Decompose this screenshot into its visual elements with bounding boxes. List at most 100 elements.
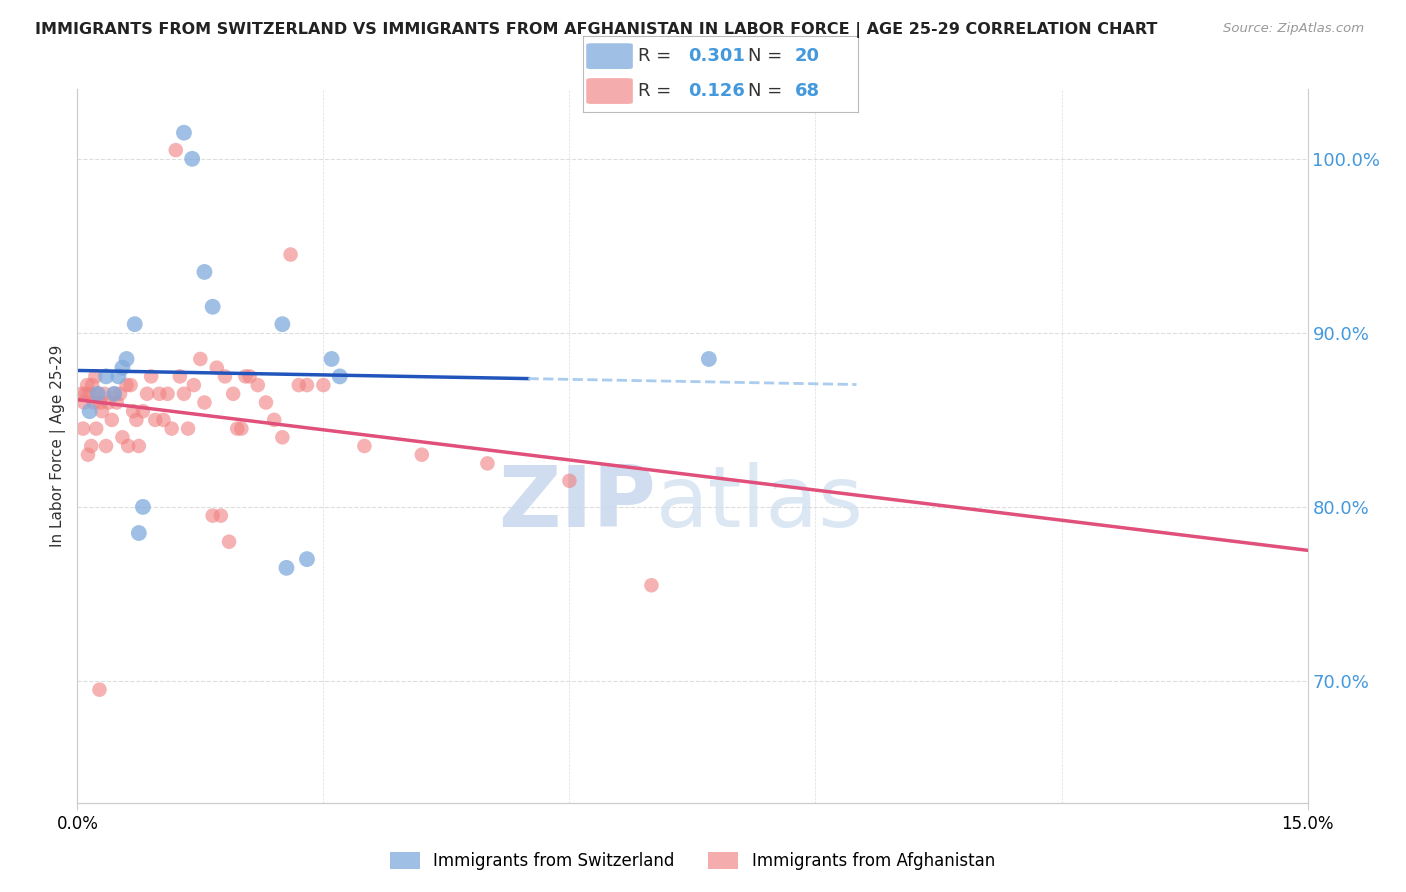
Point bbox=[160, 421, 183, 435]
Point bbox=[87, 386, 110, 401]
Point bbox=[107, 369, 129, 384]
Point bbox=[89, 682, 111, 697]
Point bbox=[271, 317, 294, 331]
Point bbox=[76, 378, 98, 392]
Point bbox=[218, 534, 240, 549]
Point bbox=[128, 439, 150, 453]
Point bbox=[115, 351, 138, 366]
Point bbox=[288, 378, 311, 392]
Point bbox=[183, 378, 205, 392]
Point bbox=[141, 369, 163, 384]
Text: N =: N = bbox=[748, 47, 787, 65]
Point bbox=[276, 561, 298, 575]
Point bbox=[117, 439, 139, 453]
Point bbox=[122, 404, 145, 418]
Point bbox=[312, 378, 335, 392]
Point bbox=[103, 386, 125, 401]
Point bbox=[79, 386, 101, 401]
Point bbox=[80, 439, 103, 453]
Point bbox=[201, 508, 224, 523]
Point bbox=[353, 439, 375, 453]
Point bbox=[115, 378, 138, 392]
Point bbox=[84, 369, 107, 384]
Point bbox=[97, 395, 120, 409]
Text: R =: R = bbox=[638, 82, 678, 100]
Point bbox=[205, 360, 228, 375]
Point bbox=[640, 578, 662, 592]
Point bbox=[231, 421, 253, 435]
Point bbox=[136, 386, 159, 401]
Point bbox=[72, 421, 94, 435]
Point bbox=[193, 395, 215, 409]
Point bbox=[558, 474, 581, 488]
Point bbox=[271, 430, 294, 444]
FancyBboxPatch shape bbox=[586, 44, 633, 69]
Text: R =: R = bbox=[638, 47, 678, 65]
Point bbox=[173, 386, 195, 401]
Point bbox=[101, 413, 124, 427]
Point bbox=[108, 386, 131, 401]
Point bbox=[295, 552, 318, 566]
Point bbox=[239, 369, 262, 384]
Point bbox=[111, 430, 134, 444]
Text: 20: 20 bbox=[794, 47, 820, 65]
Point bbox=[188, 351, 212, 366]
Point bbox=[201, 300, 224, 314]
Point bbox=[82, 378, 104, 392]
Point bbox=[132, 500, 155, 514]
Point bbox=[148, 386, 170, 401]
Text: atlas: atlas bbox=[655, 461, 863, 545]
Point bbox=[165, 143, 187, 157]
Point bbox=[209, 508, 232, 523]
Point bbox=[103, 386, 125, 401]
Point bbox=[177, 421, 200, 435]
Point bbox=[263, 413, 285, 427]
Point bbox=[214, 369, 236, 384]
Point bbox=[329, 369, 352, 384]
Text: 68: 68 bbox=[794, 82, 820, 100]
Point bbox=[128, 526, 150, 541]
Point bbox=[75, 386, 97, 401]
Text: 0.301: 0.301 bbox=[688, 47, 745, 65]
Point bbox=[70, 386, 93, 401]
Point bbox=[83, 395, 105, 409]
Point bbox=[235, 369, 257, 384]
Text: ZIP: ZIP bbox=[498, 461, 655, 545]
Point bbox=[79, 404, 101, 418]
Point bbox=[125, 413, 148, 427]
Text: N =: N = bbox=[748, 82, 787, 100]
Point bbox=[321, 351, 343, 366]
Point bbox=[181, 152, 204, 166]
Legend: Immigrants from Switzerland, Immigrants from Afghanistan: Immigrants from Switzerland, Immigrants … bbox=[384, 845, 1001, 877]
Point bbox=[84, 421, 107, 435]
Point bbox=[246, 378, 269, 392]
Point bbox=[280, 247, 302, 261]
Text: 0.126: 0.126 bbox=[688, 82, 745, 100]
Point bbox=[477, 457, 499, 471]
Point bbox=[111, 360, 134, 375]
Point bbox=[87, 386, 110, 401]
Point bbox=[93, 386, 115, 401]
Point bbox=[105, 395, 128, 409]
Point bbox=[226, 421, 249, 435]
FancyBboxPatch shape bbox=[586, 78, 633, 104]
Point bbox=[295, 378, 318, 392]
Point bbox=[143, 413, 166, 427]
Point bbox=[77, 448, 100, 462]
Point bbox=[124, 317, 146, 331]
Point bbox=[132, 404, 155, 418]
Point bbox=[254, 395, 277, 409]
Point bbox=[173, 126, 195, 140]
Point bbox=[222, 386, 245, 401]
Point bbox=[411, 448, 433, 462]
Point bbox=[169, 369, 191, 384]
Point bbox=[94, 439, 117, 453]
Point bbox=[89, 395, 111, 409]
Point bbox=[697, 351, 720, 366]
Point bbox=[120, 378, 142, 392]
Point bbox=[90, 404, 114, 418]
Point bbox=[156, 386, 179, 401]
Point bbox=[94, 369, 117, 384]
Text: Source: ZipAtlas.com: Source: ZipAtlas.com bbox=[1223, 22, 1364, 36]
Text: IMMIGRANTS FROM SWITZERLAND VS IMMIGRANTS FROM AFGHANISTAN IN LABOR FORCE | AGE : IMMIGRANTS FROM SWITZERLAND VS IMMIGRANT… bbox=[35, 22, 1157, 38]
